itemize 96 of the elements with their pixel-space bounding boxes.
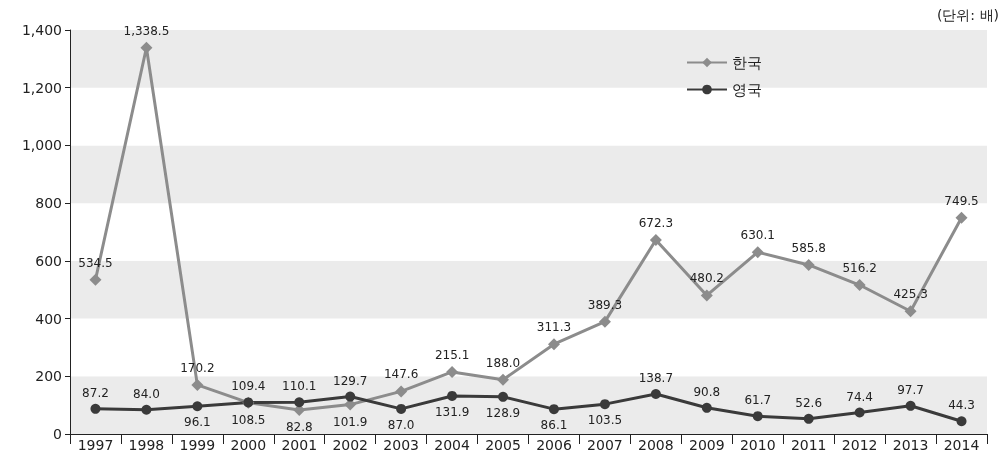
data-label: 425.3 bbox=[893, 287, 928, 302]
data-label: 90.8 bbox=[693, 384, 721, 399]
data-label: 52.6 bbox=[795, 395, 823, 410]
data-label: 1,338.5 bbox=[123, 23, 170, 38]
x-tick-label: 1998 bbox=[128, 437, 165, 453]
data-label: 97.7 bbox=[897, 382, 924, 397]
y-tick-label: 200 bbox=[35, 368, 62, 385]
y-tick-label: 1,000 bbox=[21, 137, 62, 154]
point bbox=[752, 411, 763, 422]
data-label: 215.1 bbox=[434, 347, 470, 362]
point bbox=[701, 402, 712, 413]
data-label: 108.5 bbox=[231, 412, 266, 427]
point bbox=[955, 211, 968, 224]
data-label: 87.2 bbox=[82, 385, 109, 400]
data-label: 128.9 bbox=[485, 405, 521, 420]
point bbox=[497, 373, 510, 386]
point bbox=[396, 403, 407, 414]
x-tick-label: 2006 bbox=[536, 437, 572, 453]
data-label: 96.1 bbox=[184, 415, 211, 430]
x-tick-label: 2013 bbox=[892, 437, 929, 453]
x-tick-label: 2000 bbox=[230, 437, 267, 453]
y-tick-label: 1,400 bbox=[21, 22, 62, 38]
data-label: 110.1 bbox=[282, 379, 317, 394]
x-tick-label: 2014 bbox=[943, 437, 980, 453]
x-tick-label: 2005 bbox=[485, 437, 521, 453]
data-label: 749.5 bbox=[944, 193, 979, 208]
x-tick-label: 2003 bbox=[383, 437, 419, 453]
point bbox=[547, 338, 560, 351]
data-label: 585.8 bbox=[791, 240, 826, 255]
data-label: 516.2 bbox=[842, 261, 877, 276]
point bbox=[700, 289, 713, 302]
x-tick-label: 2001 bbox=[281, 437, 318, 453]
point bbox=[345, 391, 356, 402]
x-tick-label: 2008 bbox=[638, 437, 674, 453]
point bbox=[853, 279, 866, 292]
point bbox=[447, 390, 458, 401]
point bbox=[498, 391, 509, 402]
data-label: 82.8 bbox=[285, 420, 313, 435]
x-tick-label: 1999 bbox=[179, 437, 216, 453]
point bbox=[956, 416, 967, 427]
data-label: 480.2 bbox=[689, 271, 724, 286]
data-label: 534.5 bbox=[78, 255, 113, 270]
point bbox=[905, 400, 916, 411]
point bbox=[294, 397, 305, 408]
point bbox=[395, 385, 408, 398]
point bbox=[751, 246, 764, 259]
x-tick-label: 2010 bbox=[739, 437, 776, 453]
data-label: 311.3 bbox=[536, 320, 572, 335]
data-label: 101.9 bbox=[333, 414, 368, 429]
point bbox=[904, 305, 917, 318]
point bbox=[650, 388, 661, 399]
point bbox=[649, 233, 662, 246]
legend-label: 한국 bbox=[732, 53, 762, 72]
point bbox=[802, 258, 815, 271]
point bbox=[598, 315, 611, 328]
data-label: 138.7 bbox=[638, 370, 674, 385]
y-tick-label: 0 bbox=[53, 426, 62, 442]
data-label: 147.6 bbox=[383, 367, 419, 382]
point bbox=[446, 365, 459, 378]
y-tick-label: 600 bbox=[35, 252, 62, 269]
data-label: 109.4 bbox=[231, 379, 266, 394]
data-label: 188.0 bbox=[485, 355, 521, 370]
x-tick-label: 1997 bbox=[77, 437, 114, 453]
data-label: 389.3 bbox=[587, 297, 623, 312]
x-tick-label: 2011 bbox=[790, 437, 827, 453]
text: (단위: 배) bbox=[936, 7, 999, 23]
data-label: 44.3 bbox=[948, 398, 975, 413]
x-tick-label: 2002 bbox=[332, 437, 369, 453]
data-label: 61.7 bbox=[744, 393, 772, 408]
data-label: 131.9 bbox=[434, 404, 470, 419]
point bbox=[141, 404, 152, 415]
y-tick-label: 400 bbox=[35, 310, 62, 327]
data-label: 84.0 bbox=[133, 386, 160, 401]
x-tick-label: 2012 bbox=[841, 437, 878, 453]
point bbox=[89, 273, 102, 286]
x-tick-label: 2007 bbox=[587, 437, 623, 453]
point bbox=[191, 378, 204, 391]
x-tick-label: 2004 bbox=[434, 437, 470, 453]
point bbox=[599, 399, 610, 410]
point bbox=[803, 413, 814, 424]
data-label: 170.2 bbox=[180, 360, 215, 375]
data-label: 103.5 bbox=[587, 413, 623, 428]
point bbox=[90, 403, 101, 414]
point bbox=[548, 404, 559, 415]
legend-label: 영국 bbox=[732, 80, 762, 99]
point bbox=[854, 407, 865, 418]
data-label: 129.7 bbox=[333, 373, 368, 388]
data-label: 86.1 bbox=[540, 418, 568, 433]
y-tick-label: 1,200 bbox=[21, 79, 62, 96]
data-label: 630.1 bbox=[740, 228, 775, 243]
y-tick-label: 800 bbox=[35, 195, 62, 212]
point bbox=[192, 401, 203, 412]
data-label: 672.3 bbox=[638, 215, 674, 230]
x-tick-label: 2009 bbox=[688, 437, 725, 453]
data-label: 74.4 bbox=[846, 389, 873, 404]
data-label: 87.0 bbox=[387, 417, 415, 432]
